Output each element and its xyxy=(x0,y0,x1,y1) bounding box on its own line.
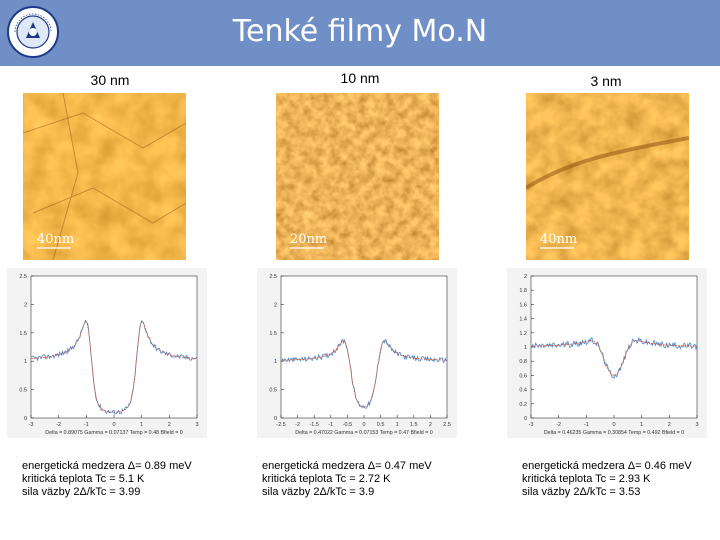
y-tick-label: 1.4 xyxy=(519,317,527,323)
y-tick-label: 0 xyxy=(524,416,527,422)
conductance-plot-3nm: 0 0.2 0.4 0.6 0.8 1 1.2 1.4 1.6 1.8 2 -3 -2 -1 0 1 2 3 Del… xyxy=(507,268,707,438)
afm-image-3nm: 40nm xyxy=(526,93,689,260)
y-tick-label: 1.5 xyxy=(19,331,27,337)
plot-area xyxy=(30,275,198,419)
conductance-plot-10nm: 0 0.5 1 1.5 2 2.5 -2.5 -2 -1.5 -1 -0.5 0 0.5 1 1.5 2 2.5… xyxy=(257,268,457,438)
fit-parameters-label: Delta = 0.47022 Gamma = 0.07153 Temp = 0… xyxy=(295,430,432,436)
measured-series xyxy=(530,336,698,379)
x-tick-label: -1 xyxy=(328,422,333,428)
x-tick-label: 3 xyxy=(695,422,698,428)
scale-bar-label: 40nm xyxy=(37,232,74,247)
y-tick-label: 0.2 xyxy=(519,402,527,408)
critical-temperature-text: kritická teplota Tc = 5.1 K xyxy=(22,473,145,485)
parameters-3nm: energetická medzera Δ= 0.46 meV kritická… xyxy=(522,460,692,499)
y-tick-label: 0.4 xyxy=(519,388,527,394)
y-tick-label: 0.5 xyxy=(19,388,27,394)
x-tick-label: -2 xyxy=(56,422,61,428)
energy-gap-text: energetická medzera Δ= 0.47 meV xyxy=(262,460,432,472)
energy-gap-text: energetická medzera Δ= 0.46 meV xyxy=(522,460,692,472)
university-logo xyxy=(7,6,59,58)
x-tick-label: 1 xyxy=(140,422,143,428)
y-tick-label: 1 xyxy=(524,345,527,351)
x-tick-label: 0 xyxy=(612,422,615,428)
critical-temperature-text: kritická teplota Tc = 2.93 K xyxy=(522,473,651,485)
afm-image-30nm: 40nm xyxy=(23,93,186,260)
x-tick-label: -3 xyxy=(529,422,534,428)
measured-series xyxy=(30,319,198,416)
column-title-30nm: 30 nm xyxy=(90,72,130,88)
column-title-3nm: 3 nm xyxy=(590,73,622,89)
y-tick-label: 2.5 xyxy=(269,274,277,280)
coupling-strength-text: sila väzby 2Δ/kTc = 3.99 xyxy=(22,486,141,498)
x-tick-label: -1.5 xyxy=(309,422,318,428)
header-bar xyxy=(0,0,720,66)
y-tick-label: 0.6 xyxy=(519,373,527,379)
x-tick-label: -1 xyxy=(584,422,589,428)
y-tick-label: 1.5 xyxy=(269,331,277,337)
fit-series xyxy=(280,340,448,407)
scale-bar-label: 40nm xyxy=(540,232,577,247)
x-tick-label: 2 xyxy=(168,422,171,428)
slide-title: Tenké filmy Mo.N xyxy=(232,14,488,49)
critical-temperature-text: kritická teplota Tc = 2.72 K xyxy=(262,473,391,485)
x-tick-label: 2.5 xyxy=(443,422,451,428)
x-tick-label: -3 xyxy=(29,422,34,428)
parameters-10nm: energetická medzera Δ= 0.47 meV kritická… xyxy=(262,460,432,499)
fit-series xyxy=(31,321,197,413)
y-tick-label: 0.8 xyxy=(519,359,527,365)
scale-bar-label: 20nm xyxy=(290,232,327,247)
y-tick-label: 1 xyxy=(24,359,27,365)
x-tick-label: 0 xyxy=(112,422,115,428)
y-tick-label: 1.2 xyxy=(519,331,527,337)
coupling-strength-text: sila väzby 2Δ/kTc = 3.53 xyxy=(522,486,641,498)
x-tick-label: 2 xyxy=(668,422,671,428)
y-tick-label: 1.6 xyxy=(519,302,527,308)
fit-series xyxy=(531,340,697,376)
y-tick-label: 2 xyxy=(24,302,27,308)
x-tick-label: 0.5 xyxy=(377,422,385,428)
plot-area xyxy=(530,275,698,419)
x-tick-label: 1.5 xyxy=(410,422,418,428)
fit-parameters-label: Delta = 0.46235 Gamma = 0.30854 Temp = 0… xyxy=(544,430,684,436)
y-tick-label: 2 xyxy=(524,274,527,280)
conductance-plot-30nm: 0 0.5 1 1.5 2 2.5 -3 -2 -1 0 1 2 3 Delta = 0.89075 Ga… xyxy=(7,268,207,438)
x-tick-label: -2 xyxy=(556,422,561,428)
x-tick-label: -2 xyxy=(295,422,300,428)
energy-gap-text: energetická medzera Δ= 0.89 meV xyxy=(22,460,192,472)
x-tick-label: 0 xyxy=(362,422,365,428)
x-tick-label: 1 xyxy=(396,422,399,428)
y-tick-label: 1 xyxy=(274,359,277,365)
parameters-30nm: energetická medzera Δ= 0.89 meV kritická… xyxy=(22,460,192,499)
afm-image-10nm: 20nm xyxy=(276,93,439,260)
x-tick-label: 3 xyxy=(195,422,198,428)
y-tick-label: 0 xyxy=(274,416,277,422)
measured-series xyxy=(280,338,448,409)
x-tick-label: 1 xyxy=(640,422,643,428)
y-tick-label: 0 xyxy=(24,416,27,422)
plot-area xyxy=(280,275,448,419)
y-tick-label: 2.5 xyxy=(19,274,27,280)
y-tick-label: 2 xyxy=(274,302,277,308)
column-title-10nm: 10 nm xyxy=(340,70,380,86)
y-tick-label: 1.8 xyxy=(519,288,527,294)
x-tick-label: -0.5 xyxy=(343,422,352,428)
coupling-strength-text: sila väzby 2Δ/kTc = 3.9 xyxy=(262,486,375,498)
fit-parameters-label: Delta = 0.89075 Gamma = 0.07137 Temp = 0… xyxy=(45,430,182,436)
x-tick-label: -1 xyxy=(84,422,89,428)
x-tick-label: -2.5 xyxy=(276,422,285,428)
y-tick-label: 0.5 xyxy=(269,388,277,394)
x-tick-label: 2 xyxy=(429,422,432,428)
